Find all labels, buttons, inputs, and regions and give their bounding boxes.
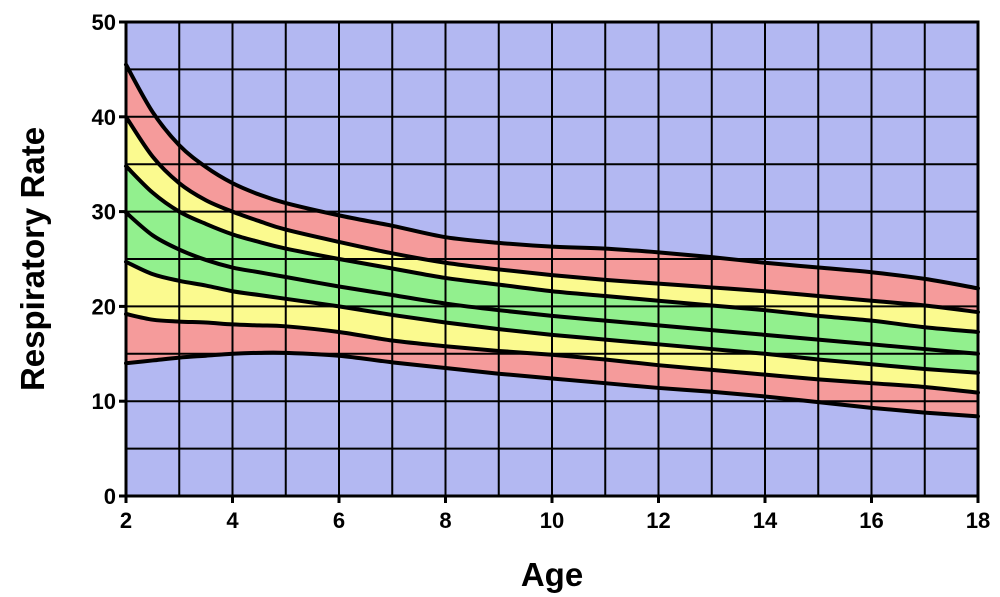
series-line-6 bbox=[124, 311, 980, 395]
y-tick-label: 0 bbox=[104, 484, 116, 509]
series-line-3 bbox=[124, 164, 980, 334]
y-tick-label: 50 bbox=[92, 10, 116, 35]
y-axis-ticks: 0 10 20 30 40 50 bbox=[92, 10, 126, 509]
series-line-5 bbox=[124, 259, 980, 375]
x-axis-title: Age bbox=[521, 556, 583, 593]
series-line-7 bbox=[124, 350, 980, 419]
y-axis-title: Respiratory Rate bbox=[14, 127, 51, 391]
x-tick-label: 18 bbox=[966, 508, 990, 533]
x-tick-label: 2 bbox=[120, 508, 132, 533]
y-tick-label: 30 bbox=[92, 200, 116, 225]
x-tick-label: 16 bbox=[859, 508, 883, 533]
x-tick-label: 4 bbox=[226, 508, 239, 533]
x-tick-label: 12 bbox=[646, 508, 670, 533]
band-lower-inner bbox=[126, 212, 978, 373]
x-tick-label: 6 bbox=[333, 508, 345, 533]
series-line-1 bbox=[124, 62, 980, 291]
x-tick-label: 14 bbox=[753, 508, 778, 533]
y-tick-label: 20 bbox=[92, 294, 116, 319]
series-line-4 bbox=[124, 210, 980, 356]
series-line-2 bbox=[124, 114, 980, 315]
percentile-lines bbox=[124, 62, 980, 419]
y-tick-label: 40 bbox=[92, 105, 116, 130]
x-tick-label: 10 bbox=[540, 508, 564, 533]
y-tick-label: 10 bbox=[92, 389, 116, 414]
x-tick-label: 8 bbox=[439, 508, 451, 533]
x-axis-ticks: 2 4 6 8 10 12 14 16 18 bbox=[120, 496, 990, 533]
